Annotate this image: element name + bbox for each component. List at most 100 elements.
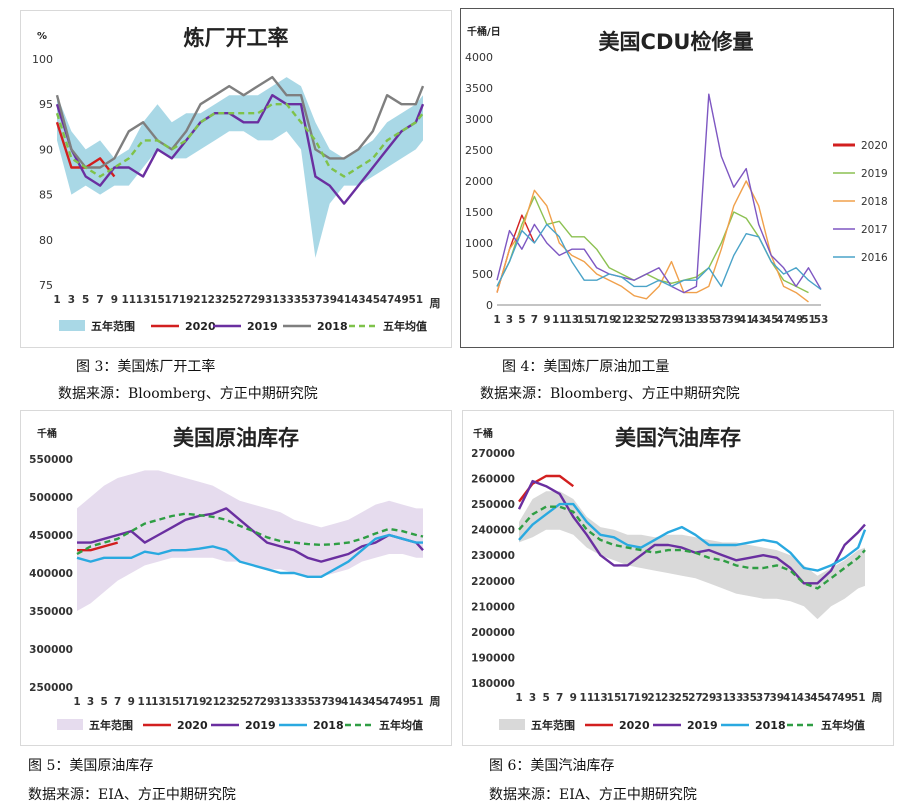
- y-tick-label: 210000: [471, 601, 515, 613]
- x-tick-label: 41: [341, 696, 356, 708]
- x-tick-label: 35: [294, 294, 309, 306]
- x-tick-label: 27: [246, 696, 261, 708]
- series-line-2018: [55, 75, 425, 169]
- figure-caption: 图 3：美国炼厂开工率: [76, 359, 216, 375]
- x-tick-label: 13: [593, 692, 608, 704]
- x-tick-label: 7: [96, 294, 103, 306]
- x-tick-label: 21: [193, 294, 208, 306]
- x-tick-label: 53: [814, 314, 829, 326]
- chart-gasoline-inventory: 美国汽油库存 千桶 180000 190000 200000 210000 220000 23…: [471, 426, 882, 732]
- y-tick-label: 4000: [465, 51, 493, 64]
- figure-caption: 图 6：美国汽油库存: [489, 758, 615, 774]
- series-line-2019: [55, 94, 425, 205]
- x-tick-label: 29: [260, 696, 275, 708]
- chart-panel-crude-inventory: 美国原油库存 千桶 250000 300000 350000 400000 450000 50…: [20, 410, 452, 746]
- series-line-2018: [76, 533, 423, 578]
- y-unit-label: 千桶/日: [467, 25, 501, 38]
- figure-caption: 图 4：美国炼厂原油加工量: [502, 359, 670, 375]
- x-tick-label: 25: [233, 696, 248, 708]
- series-line-2020: [77, 541, 119, 552]
- y-tick-label: 200000: [471, 627, 515, 639]
- legend-label: 2020: [619, 719, 650, 732]
- legend-label: 2018: [861, 196, 888, 208]
- x-tick-label: 27: [236, 294, 251, 306]
- x-tick-label: 27: [652, 314, 667, 326]
- x-tick-label: 33: [279, 294, 294, 306]
- x-tick-label: 43: [351, 294, 366, 306]
- x-tick-label: 39: [769, 692, 784, 704]
- chart-title: 炼厂开工率: [184, 26, 289, 50]
- legend-swatch: [59, 320, 85, 331]
- x-tick-label: 15: [150, 294, 165, 306]
- x-tick-label: 33: [689, 314, 704, 326]
- x-axis-label: 周: [430, 297, 441, 310]
- x-tick-label: 47: [824, 692, 839, 704]
- range-band: [519, 491, 865, 620]
- x-tick-label: 13: [151, 696, 166, 708]
- x-tick-label: 27: [688, 692, 703, 704]
- y-unit-label: 千桶: [37, 427, 57, 440]
- series-line-五年均值: [55, 103, 424, 178]
- x-tick-label: 29: [664, 314, 679, 326]
- figure-source: 数据来源：Bloomberg、方正中期研究院: [58, 386, 318, 402]
- legend-label: 五年均值: [383, 319, 427, 333]
- x-tick-label: 39: [726, 314, 741, 326]
- x-tick-label: 31: [265, 294, 280, 306]
- x-tick-label: 3: [529, 692, 536, 704]
- legend-label: 2018: [313, 719, 344, 732]
- chart-panel-cdu-maintenance: 美国CDU检修量 千桶/日 0 500 1000 1500 2000 2500 3000 3500…: [460, 8, 894, 348]
- legend-label: 2016: [861, 252, 888, 264]
- x-tick-label: 17: [620, 692, 635, 704]
- x-tick-label: 31: [677, 314, 692, 326]
- x-tick-label: 39: [327, 696, 342, 708]
- x-tick-label: 31: [715, 692, 730, 704]
- x-tick-label: 45: [764, 314, 779, 326]
- x-tick-label: 1: [73, 696, 80, 708]
- x-tick-label: 45: [810, 692, 825, 704]
- x-tick-label: 7: [114, 696, 121, 708]
- legend-label: 五年范围: [89, 718, 133, 732]
- y-tick-label: 500: [472, 268, 493, 281]
- x-tick-label: 41: [783, 692, 798, 704]
- y-tick-label: 3000: [465, 113, 493, 126]
- y-tick-label: 450000: [29, 530, 73, 542]
- series-line-五年均值: [518, 505, 866, 590]
- legend-swatch: [499, 719, 525, 730]
- y-tick-label: 75: [39, 279, 53, 292]
- chart-panel-refinery-utilization: 炼厂开工率% 75 80 85 90 95 100 1 3 5 7 9 11 13 15 17 19 21 23 25…: [20, 10, 452, 348]
- chart-title: 美国CDU检修量: [599, 30, 754, 54]
- figure-source: 数据来源：EIA、方正中期研究院: [489, 787, 697, 803]
- x-tick-label: 29: [702, 692, 717, 704]
- x-tick-label: 9: [128, 696, 135, 708]
- figure-source: 数据来源：EIA、方正中期研究院: [28, 787, 236, 803]
- y-tick-label: 1500: [465, 206, 493, 219]
- x-tick-label: 21: [647, 692, 662, 704]
- legend-label: 五年范围: [531, 718, 575, 732]
- x-tick-label: 51: [851, 692, 866, 704]
- legend-label: 2019: [245, 719, 276, 732]
- x-tick-label: 1: [493, 314, 500, 326]
- y-tick-label: 100: [32, 53, 53, 66]
- y-tick-label: 95: [39, 98, 53, 111]
- x-tick-label: 35: [300, 696, 315, 708]
- x-tick-label: 19: [602, 314, 617, 326]
- y-tick-label: 250000: [29, 682, 73, 694]
- y-tick-label: 300000: [29, 644, 73, 656]
- x-tick-label: 19: [634, 692, 649, 704]
- x-tick-label: 33: [287, 696, 302, 708]
- legend-label: 2019: [687, 719, 718, 732]
- x-tick-label: 17: [178, 696, 193, 708]
- x-tick-label: 3: [87, 696, 94, 708]
- y-tick-label: 80: [39, 234, 53, 247]
- x-tick-label: 3: [68, 294, 75, 306]
- y-tick-label: 230000: [471, 550, 515, 562]
- x-tick-label: 47: [380, 294, 395, 306]
- x-tick-label: 11: [138, 696, 153, 708]
- chart-crude-inventory: 美国原油库存 千桶 250000 300000 350000 400000 450000 50…: [29, 426, 440, 732]
- x-tick-label: 43: [797, 692, 812, 704]
- x-tick-label: 5: [542, 692, 549, 704]
- x-tick-label: 17: [589, 314, 604, 326]
- x-tick-label: 11: [580, 692, 595, 704]
- x-tick-label: 19: [192, 696, 207, 708]
- y-tick-label: 1000: [465, 237, 493, 250]
